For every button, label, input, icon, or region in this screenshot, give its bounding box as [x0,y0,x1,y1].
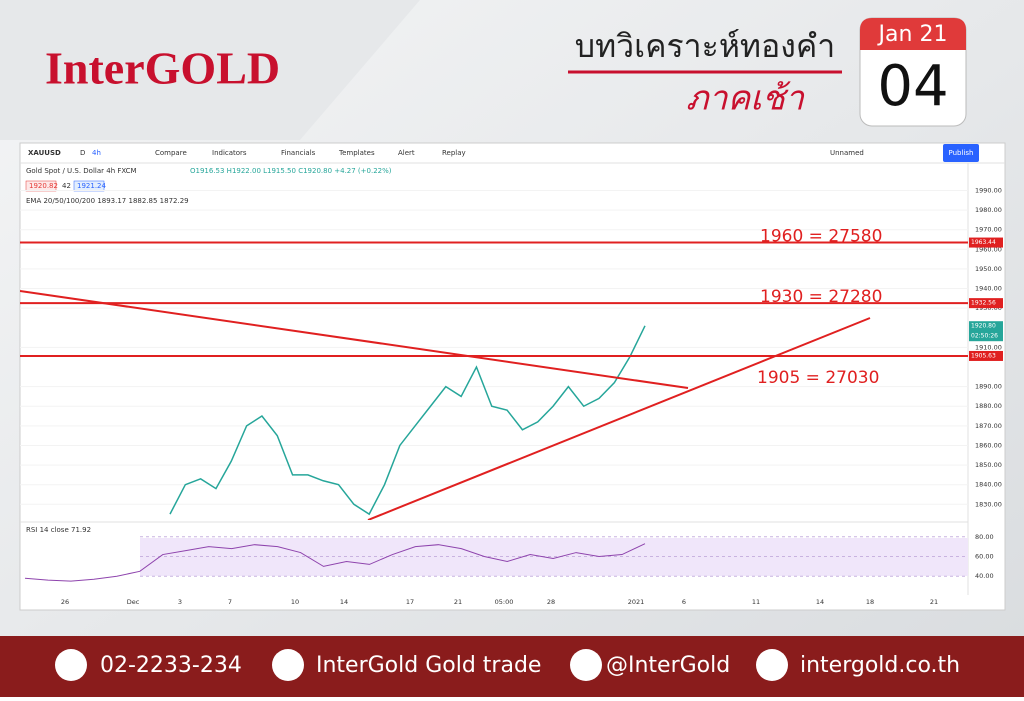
calendar-day: 04 [877,54,948,119]
x-tick-label: 28 [547,598,555,606]
y-tick-label: 1980.00 [975,206,1002,214]
y-tick-label: 1890.00 [975,383,1002,391]
x-tick-label: 7 [228,598,232,606]
x-tick-label: 17 [406,598,414,606]
phone-icon [55,649,87,681]
trend-line [20,290,689,389]
toolbar-item[interactable]: Replay [442,149,466,157]
ask-box [73,180,105,192]
level-tag [969,298,1003,309]
x-tick-label: 10 [291,598,299,606]
line-icon [570,649,602,681]
y-tick-label: 1880.00 [975,402,1002,410]
rsi-label: RSI 14 close 71.92 [26,526,91,534]
footer-facebook: InterGold Gold trade [316,653,541,678]
toolbar-item[interactable]: Alert [398,149,415,157]
legend-name: Gold Spot / U.S. Dollar 4h FXCM [26,167,137,175]
title: บทวิเคราะห์ทองคำ [575,27,835,65]
legend-ohlc: O1916.53 H1922.00 L1915.50 C1920.80 +4.2… [190,167,392,175]
rsi-tick-label: 40.00 [975,572,994,580]
interval: 4h [92,149,101,157]
publish-button[interactable] [943,144,979,162]
symbol: XAUUSD [28,149,61,157]
layout-name[interactable]: Unnamed [830,149,864,157]
x-tick-label: 26 [61,598,69,606]
chart-panel [19,142,1006,611]
y-tick-label: 1940.00 [975,285,1002,293]
y-tick-label: 1960.00 [975,245,1002,253]
level-tag-label: 1905.63 [971,352,996,359]
footer-line: @InterGold [606,653,730,678]
y-tick-label: 1950.00 [975,265,1002,273]
level-tag-label: 1932.56 [971,300,996,307]
legend-ema: EMA 20/50/100/200 1893.17 1882.85 1872.2… [26,197,189,205]
x-tick-label: 21 [454,598,462,606]
x-tick-label: Dec [127,598,140,606]
toolbar-item[interactable]: Financials [281,149,316,157]
footer [0,636,1024,697]
x-tick-label: 18 [866,598,874,606]
bid-box [25,180,57,192]
y-tick-label: 1840.00 [975,481,1002,489]
rsi-tick-label: 80.00 [975,533,994,541]
legend-bid: 1920.82 [29,182,58,190]
legend-ask: 1921.24 [77,182,106,190]
x-tick-label: 21 [930,598,938,606]
last-price-label: 1920.80 [971,323,996,330]
toolbar-item[interactable]: Indicators [212,149,247,157]
x-tick-label: 3 [178,598,182,606]
footer-phone: 02-2233-234 [100,653,242,678]
calendar-month: Jan 21 [877,22,948,47]
price-group [20,290,871,520]
last-price-tag [969,321,1003,342]
publish-label[interactable]: Publish [949,149,974,157]
x-tick-label: 05:00 [495,598,514,606]
rsi-line [24,543,646,582]
level-annotation: 1960 = 27580 [760,227,882,247]
toolbar-item[interactable]: Compare [155,149,187,157]
footer-icons [55,649,788,681]
facebook-icon [272,649,304,681]
y-tick-label: 1990.00 [975,186,1002,194]
x-tick-label: 11 [752,598,760,606]
price-line [169,325,646,516]
y-tick-label: 1970.00 [975,226,1002,234]
level-tag [969,350,1003,361]
x-tick-label: 14 [340,598,348,606]
level-tag-label: 1963.44 [971,239,996,246]
level-tag [969,237,1003,248]
countdown: 02:50:26 [971,333,998,340]
toolbar-item[interactable]: Templates [338,149,375,157]
level-annotation: 1905 = 27030 [757,368,879,388]
level-annotation: 1930 = 27280 [760,287,882,307]
x-tick-label: 2021 [628,598,645,606]
x-tick-label: 6 [682,598,686,606]
x-tick-label: 14 [816,598,824,606]
subtitle: ภาคเช้า [686,79,805,119]
y-tick-label: 1830.00 [975,500,1002,508]
rsi-tick-label: 60.00 [975,553,994,561]
y-tick-label: 1870.00 [975,422,1002,430]
y-tick-label: 1910.00 [975,343,1002,351]
web-icon [756,649,788,681]
interval: D [80,149,85,157]
footer-web: intergold.co.th [800,653,960,678]
map-shade [0,0,420,140]
calendar: Jan 21 04 [859,17,967,127]
y-tick-label: 1860.00 [975,441,1002,449]
trend-line [367,317,871,520]
y-tick-label: 1850.00 [975,461,1002,469]
calendar-top [860,18,966,50]
logo: InterGOLD [45,43,280,94]
y-tick-label: 1930.00 [975,304,1002,312]
legend-spread: 42 [62,182,71,190]
